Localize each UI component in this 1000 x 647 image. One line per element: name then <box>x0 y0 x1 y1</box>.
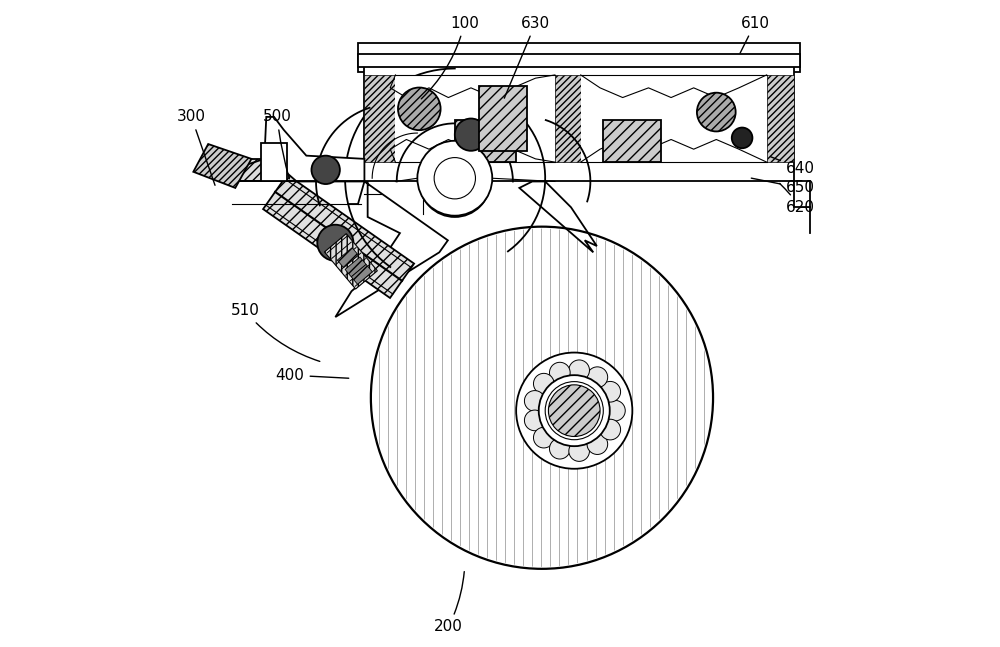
Circle shape <box>419 146 490 217</box>
Circle shape <box>569 441 589 461</box>
Bar <box>455 120 516 162</box>
Circle shape <box>533 373 554 394</box>
Polygon shape <box>263 175 414 298</box>
Polygon shape <box>345 257 366 277</box>
Polygon shape <box>337 248 358 268</box>
Circle shape <box>600 419 621 440</box>
Circle shape <box>524 410 545 431</box>
Circle shape <box>455 118 487 151</box>
Bar <box>581 75 767 162</box>
Polygon shape <box>324 234 377 289</box>
Bar <box>364 56 794 181</box>
Text: 500: 500 <box>263 109 292 179</box>
Bar <box>767 75 794 162</box>
Bar <box>479 86 527 151</box>
Circle shape <box>524 391 545 411</box>
Bar <box>603 120 661 162</box>
Bar <box>395 75 524 162</box>
Text: 630: 630 <box>504 16 550 98</box>
Text: 400: 400 <box>276 367 349 382</box>
Polygon shape <box>519 181 597 252</box>
Text: 200: 200 <box>434 571 464 635</box>
Text: 620: 620 <box>780 183 815 215</box>
Text: 640: 640 <box>771 157 815 176</box>
Circle shape <box>417 141 492 215</box>
Bar <box>358 54 800 67</box>
Text: 610: 610 <box>740 16 770 53</box>
Text: 650: 650 <box>751 178 815 195</box>
Circle shape <box>539 375 610 446</box>
Polygon shape <box>351 265 372 284</box>
Polygon shape <box>335 181 448 317</box>
Circle shape <box>317 225 353 261</box>
Circle shape <box>600 382 621 402</box>
Circle shape <box>398 87 441 130</box>
Circle shape <box>732 127 752 148</box>
Bar <box>358 43 800 72</box>
Circle shape <box>549 362 570 383</box>
Text: 510: 510 <box>231 303 320 362</box>
Circle shape <box>311 156 340 184</box>
Circle shape <box>697 93 736 131</box>
Bar <box>364 75 395 162</box>
Circle shape <box>569 360 589 380</box>
Bar <box>261 143 287 181</box>
Circle shape <box>545 382 603 440</box>
Circle shape <box>587 367 608 388</box>
Circle shape <box>516 353 632 469</box>
Bar <box>555 75 581 162</box>
Polygon shape <box>264 117 364 181</box>
Text: 100: 100 <box>421 16 479 99</box>
Circle shape <box>605 400 625 421</box>
Circle shape <box>533 427 554 448</box>
Polygon shape <box>193 144 251 188</box>
Polygon shape <box>232 159 364 181</box>
Text: 300: 300 <box>177 109 215 185</box>
Circle shape <box>548 385 600 437</box>
Circle shape <box>549 439 570 459</box>
Circle shape <box>587 433 608 454</box>
Circle shape <box>432 159 477 204</box>
Bar <box>794 181 810 207</box>
Circle shape <box>434 158 475 199</box>
